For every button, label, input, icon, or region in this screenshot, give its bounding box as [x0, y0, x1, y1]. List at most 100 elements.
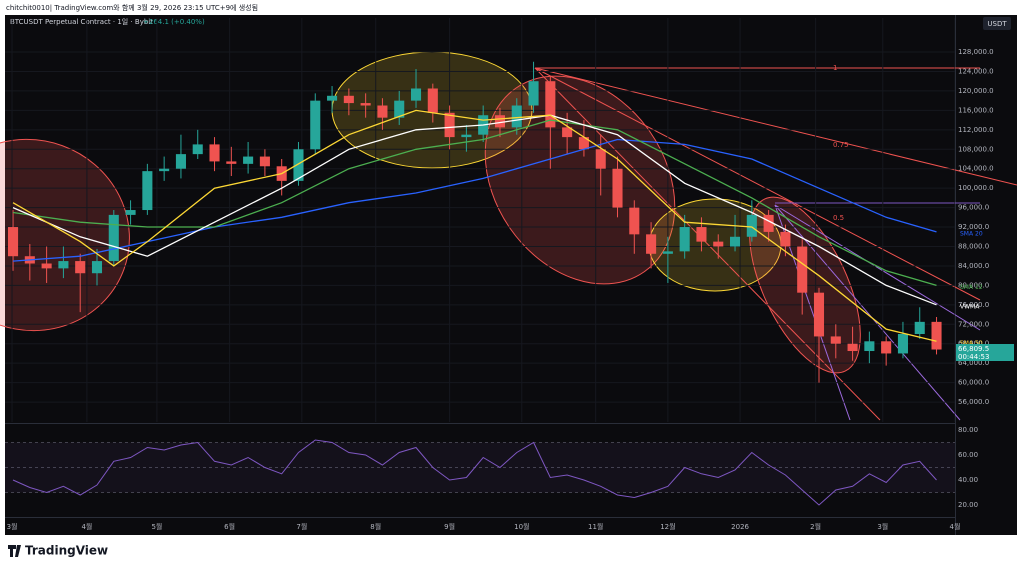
candle-body [125, 210, 136, 215]
rsi-tick-label: 40.00 [958, 476, 978, 484]
indicator-line [12, 114, 937, 306]
candle-body [679, 227, 690, 252]
y-tick-label: 92,000.0 [958, 223, 989, 231]
candle-body [931, 321, 942, 350]
x-tick-label: 11월 [588, 522, 603, 531]
candle-body [209, 144, 220, 162]
rsi-tick-label: 20.00 [958, 501, 978, 509]
candle-body [310, 100, 321, 150]
countdown: 00:44:53 [958, 353, 989, 361]
candle-body [629, 207, 640, 235]
footer-brand: TradingView [25, 544, 108, 558]
candle-body [175, 154, 186, 169]
y-tick-label: 60,000.0 [958, 379, 989, 387]
candle-body [830, 336, 841, 344]
candle-body [444, 112, 455, 138]
candle-body [343, 95, 354, 104]
candle-body [58, 261, 69, 269]
candle-body [511, 105, 522, 128]
y-tick-label: 72,000.0 [958, 320, 989, 328]
fan-lines [534, 67, 1018, 421]
rsi-tick-label: 80.00 [958, 426, 978, 434]
candle-body [142, 171, 153, 211]
candle-body [914, 321, 925, 335]
candle-body [763, 214, 774, 232]
candle-body [259, 156, 270, 167]
candle-body [746, 214, 757, 237]
candle-body [410, 88, 422, 101]
fib-label: 0.5 [833, 214, 844, 222]
legend-label: SMA 20 [960, 230, 983, 237]
x-tick-label: 5월 [151, 522, 162, 531]
candle-body [394, 100, 405, 118]
last-price: 66,809.5 [958, 345, 989, 353]
indicator-line [12, 109, 937, 342]
caption: chitchit0010| TradingView.com와 함께 3월 29,… [6, 3, 258, 12]
candle-body [8, 227, 19, 257]
candle-body [494, 115, 506, 128]
candle-body [243, 156, 254, 164]
candle-body [562, 127, 573, 138]
legend-label: SMA 12 [960, 284, 983, 291]
candle-body [41, 263, 52, 269]
x-tick-label: 4월 [950, 522, 961, 531]
rsi-line [12, 439, 937, 506]
candle-body [226, 161, 237, 164]
candle-body [730, 236, 741, 247]
rsi-band-fill [5, 442, 955, 493]
fib-label: 1 [833, 64, 837, 72]
price-change: +264.1 (+0.40%) [143, 18, 205, 26]
x-tick-label: 3월 [877, 522, 888, 531]
candle-body [780, 231, 791, 247]
candle-body [847, 343, 858, 352]
candle-body [595, 149, 606, 169]
chart-title: BTCUSDT Perpetual Contract · 1일 · Bybit [10, 17, 153, 26]
candle-body [646, 234, 657, 254]
candle-body [897, 334, 908, 354]
y-tick-label: 120,000.0 [958, 87, 994, 95]
candle-body [75, 261, 86, 274]
candle-body [662, 251, 673, 254]
x-tick-label: 8월 [370, 522, 381, 531]
x-tick-label: 3월 [7, 522, 18, 531]
candle-body [461, 134, 472, 138]
candle-body [612, 168, 623, 208]
candle-body [881, 341, 892, 354]
candle-body [159, 168, 170, 172]
y-tick-label: 104,000.0 [958, 165, 994, 173]
y-tick-label: 84,000.0 [958, 262, 989, 270]
y-tick-label: 96,000.0 [958, 204, 989, 212]
ellipse [484, 75, 676, 285]
y-tick-label: 124,000.0 [958, 67, 994, 75]
rsi-tick-label: 60.00 [958, 451, 978, 459]
x-tick-label: 4월 [81, 522, 92, 531]
logo [8, 545, 21, 557]
x-tick-label: 2026 [731, 523, 749, 531]
candle-body [360, 103, 371, 106]
x-tick-label: 2월 [810, 522, 821, 531]
y-tick-label: 64,000.0 [958, 359, 989, 367]
y-tick-label: 76,000.0 [958, 301, 989, 309]
y-tick-label: 80,000.0 [958, 281, 989, 289]
candle-body [528, 81, 539, 106]
candle-body [864, 341, 875, 352]
price-pane [5, 18, 955, 422]
chart-panel [5, 15, 1017, 535]
candle-body [91, 261, 103, 274]
y-tick-label: 108,000.0 [958, 145, 994, 153]
currency-button[interactable] [983, 17, 1011, 30]
x-tick-label: 9월 [444, 522, 455, 531]
candle-body [427, 88, 438, 113]
indicator-line [12, 119, 937, 287]
y-tick-label: 56,000.0 [958, 398, 989, 406]
candle-body [545, 81, 556, 128]
currency[interactable]: USDT [987, 20, 1007, 28]
candle-body [797, 246, 808, 293]
candle-body [108, 214, 119, 262]
rsi-pane [5, 439, 955, 506]
candle-body [578, 137, 589, 150]
candle-body [377, 105, 388, 118]
y-tick-label: 128,000.0 [958, 48, 994, 56]
x-tick-label: 7월 [296, 522, 307, 531]
